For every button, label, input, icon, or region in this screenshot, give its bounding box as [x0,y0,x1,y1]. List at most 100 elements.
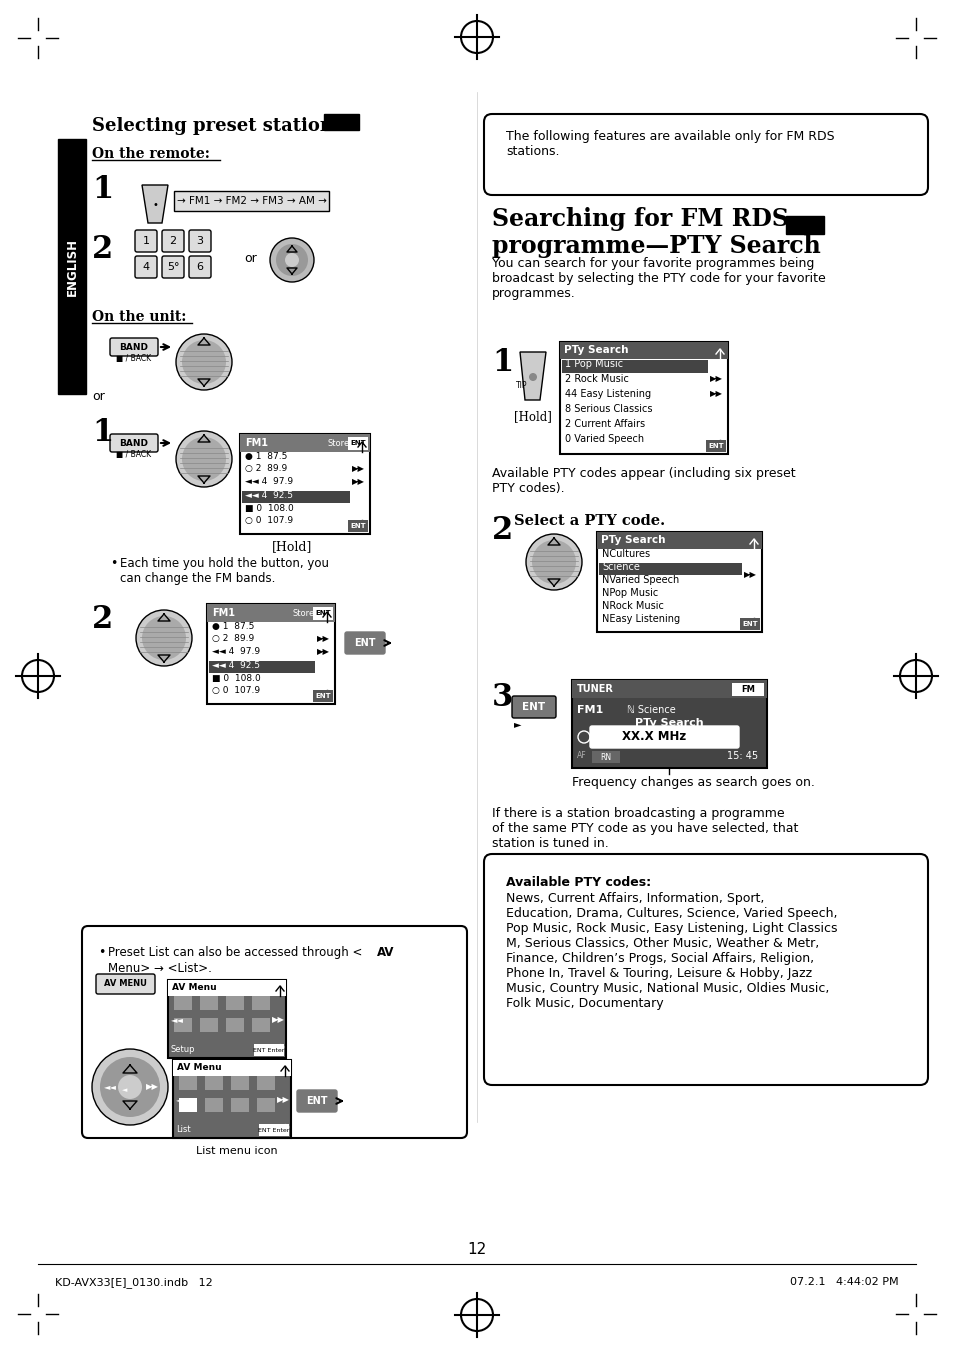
Text: ● 1  87.5: ● 1 87.5 [212,622,254,630]
Bar [572,680,766,768]
Bar [209,661,314,673]
Text: Setup: Setup [171,1045,195,1055]
Text: ▶▶: ▶▶ [743,571,757,580]
Bar [572,680,766,698]
Bar [231,1098,249,1111]
Circle shape [118,1075,142,1099]
Text: NVaried Speech: NVaried Speech [601,575,679,585]
Circle shape [91,1049,168,1125]
Text: NCultures: NCultures [601,549,649,558]
Text: ○ 0  107.9: ○ 0 107.9 [245,516,293,526]
Circle shape [175,334,232,389]
Bar [173,191,329,211]
Bar [592,750,619,763]
Text: 2 Current Affairs: 2 Current Affairs [564,419,644,429]
Text: ▶▶: ▶▶ [146,1083,158,1091]
Bar [168,980,286,996]
Text: or: or [244,251,256,265]
Text: •: • [110,557,117,571]
Bar [226,996,244,1010]
FancyBboxPatch shape [162,256,184,279]
Bar [179,1098,196,1111]
Bar [731,683,763,696]
Bar [226,1018,244,1032]
Text: ENT: ENT [306,1096,328,1106]
Text: or: or [91,391,105,403]
Bar [240,434,370,534]
Text: Frequency changes as search goes on.: Frequency changes as search goes on. [572,776,814,790]
Bar [172,1060,291,1138]
Text: [Hold]: [Hold] [514,410,552,423]
FancyBboxPatch shape [110,434,158,452]
Text: On the unit:: On the unit: [91,310,186,324]
Text: 5°: 5° [167,262,179,272]
FancyBboxPatch shape [135,230,157,251]
Text: ▶▶: ▶▶ [709,375,722,384]
FancyBboxPatch shape [110,338,158,356]
Text: ◄◄ 4  97.9: ◄◄ 4 97.9 [212,648,260,657]
FancyBboxPatch shape [483,854,927,1086]
Text: PTy Search: PTy Search [600,535,665,545]
FancyBboxPatch shape [296,1090,336,1111]
Text: ENT: ENT [350,439,365,446]
FancyBboxPatch shape [189,230,211,251]
Text: On the remote:: On the remote: [91,147,210,161]
Text: ◄◄: ◄◄ [171,1015,184,1025]
Text: BAND: BAND [119,342,149,352]
Text: ◄: ◄ [122,1087,128,1092]
Text: Store: Store [293,608,314,618]
Text: ENT: ENT [707,443,723,449]
Text: List: List [175,1125,191,1134]
Text: AV: AV [376,946,395,959]
Text: FM1: FM1 [212,608,234,618]
Text: The following features are available only for FM RDS
stations.: The following features are available onl… [505,130,834,158]
FancyBboxPatch shape [189,256,211,279]
Text: programme—PTY Search: programme—PTY Search [492,234,820,258]
Text: ■ 0  108.0: ■ 0 108.0 [245,503,294,512]
Text: 6: 6 [196,262,203,272]
Text: 2: 2 [170,237,176,246]
Text: RN: RN [599,753,611,761]
Text: News, Current Affairs, Information, Sport,
Education, Drama, Cultures, Science, : News, Current Affairs, Information, Spor… [505,892,837,1010]
Text: ◄◄ 4  97.9: ◄◄ 4 97.9 [245,477,293,487]
Bar [179,1076,196,1090]
Bar [559,342,727,454]
Bar [205,1076,223,1090]
Text: ENT: ENT [314,610,331,617]
Text: AV MENU: AV MENU [104,979,146,988]
Circle shape [100,1057,160,1117]
FancyBboxPatch shape [96,973,154,994]
Circle shape [270,238,314,283]
Bar [252,1018,270,1032]
Text: 1: 1 [91,416,113,448]
Text: Selecting preset stations: Selecting preset stations [91,118,343,135]
Text: ○ 2  89.9: ○ 2 89.9 [245,465,287,473]
Polygon shape [142,185,168,223]
Text: 1 Pop Music: 1 Pop Music [564,360,622,369]
Bar [252,996,270,1010]
Polygon shape [519,352,545,400]
Text: ◄◄: ◄◄ [175,1095,189,1105]
Text: ▶▶: ▶▶ [272,1015,285,1025]
Bar [256,1098,274,1111]
Circle shape [182,437,226,481]
Text: NEasy Listening: NEasy Listening [601,614,679,625]
Bar [592,727,737,746]
Text: PTy Search: PTy Search [563,345,628,356]
Bar [173,1018,192,1032]
Text: PTy Search: PTy Search [635,718,703,727]
Text: ○ 2  89.9: ○ 2 89.9 [212,634,254,644]
Bar [168,980,286,1059]
Circle shape [136,610,192,667]
Text: •: • [98,946,105,959]
Text: ►: ► [514,719,521,729]
Bar [200,996,218,1010]
Text: ENT: ENT [350,523,365,529]
Bar [200,1018,218,1032]
Text: ◄◄ 4  92.5: ◄◄ 4 92.5 [212,661,260,669]
Text: 44 Easy Listening: 44 Easy Listening [564,389,651,399]
Text: FM: FM [740,684,754,694]
Bar [231,1076,249,1090]
Bar [240,434,370,452]
Text: 1: 1 [492,347,513,379]
